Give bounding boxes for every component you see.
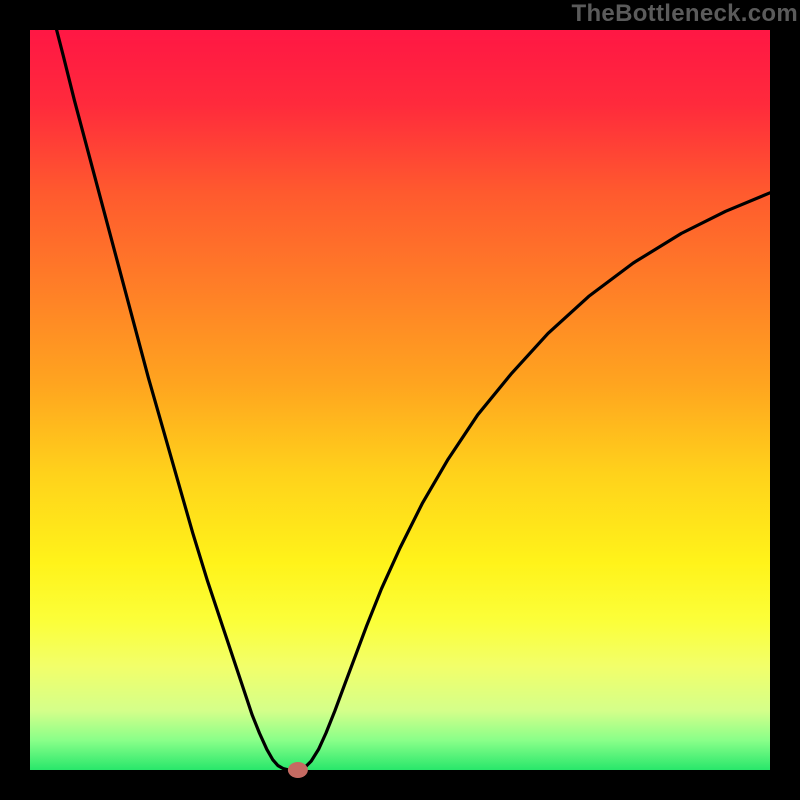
plot-area: [30, 30, 770, 770]
curve-layer: [30, 30, 770, 770]
chart-frame: TheBottleneck.com: [0, 0, 800, 800]
optimal-point-marker: [288, 762, 308, 778]
watermark-text: TheBottleneck.com: [572, 0, 798, 28]
bottleneck-curve: [57, 30, 770, 770]
